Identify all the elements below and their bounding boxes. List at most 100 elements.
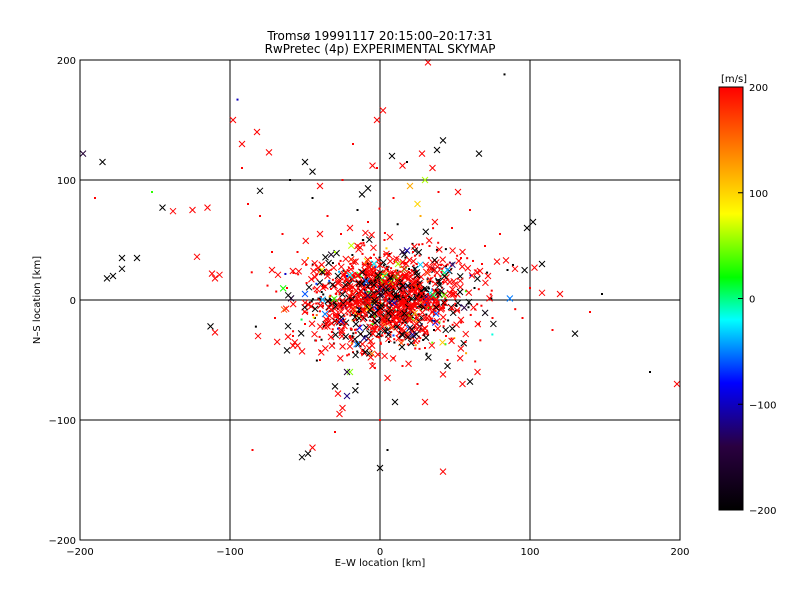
data-point-dot xyxy=(94,197,96,199)
data-point-dot xyxy=(319,359,321,361)
data-point-x xyxy=(316,230,324,238)
data-point-dot xyxy=(416,383,419,385)
data-point-x xyxy=(346,271,354,279)
data-point-dot xyxy=(361,353,363,355)
data-point-x xyxy=(538,289,546,297)
data-point-dot xyxy=(418,254,421,257)
data-point-x xyxy=(339,300,347,307)
data-point-dot xyxy=(460,304,463,307)
data-point-dot xyxy=(395,283,398,286)
data-point-x xyxy=(216,271,223,279)
data-point-x xyxy=(118,265,126,273)
data-point-x xyxy=(371,296,378,304)
data-point-dot xyxy=(383,239,386,241)
data-point-x xyxy=(433,146,441,154)
data-point-x xyxy=(414,295,422,302)
data-point-dot xyxy=(356,209,359,211)
data-point-dot xyxy=(374,280,377,283)
data-point-x xyxy=(367,337,374,345)
data-point-x xyxy=(327,251,335,258)
data-point-dot xyxy=(331,328,334,331)
data-point-dot xyxy=(418,347,421,350)
data-point-dot xyxy=(460,321,463,324)
data-point-x xyxy=(401,310,408,317)
data-point-x xyxy=(325,259,332,267)
data-point-dot xyxy=(327,317,330,320)
data-point-x xyxy=(456,354,464,362)
data-point-x xyxy=(316,182,324,190)
data-point-x xyxy=(410,269,418,277)
data-point-x xyxy=(397,300,405,307)
data-point-dot xyxy=(250,271,253,274)
data-point-x xyxy=(322,253,329,261)
data-point-x xyxy=(425,301,432,308)
data-point-dot xyxy=(341,179,344,181)
colorbar-tick-label: 0 xyxy=(749,295,755,306)
data-point-dot xyxy=(404,324,407,327)
data-point-x xyxy=(395,317,403,325)
data-point-dot xyxy=(424,347,426,349)
y-tick-label: 0 xyxy=(70,296,76,307)
data-point-dot xyxy=(456,254,459,257)
data-point-dot xyxy=(312,316,315,319)
data-point-x xyxy=(422,334,430,342)
data-point-x xyxy=(370,269,378,276)
data-point-dot xyxy=(383,332,386,335)
data-point-x xyxy=(422,228,430,236)
data-point-x xyxy=(389,283,397,291)
data-point-x xyxy=(328,319,336,327)
chart-title: Tromsø 19991117 20:15:00–20:17:31 xyxy=(267,29,493,43)
data-point-dot xyxy=(341,278,344,281)
data-point-dot xyxy=(305,263,308,266)
data-point-x xyxy=(421,176,429,184)
data-point-x xyxy=(284,291,292,299)
data-point-dot xyxy=(418,313,421,316)
data-point-x xyxy=(459,248,466,256)
data-point-x xyxy=(211,329,219,336)
data-point-x xyxy=(450,290,458,298)
data-point-x xyxy=(389,355,397,362)
data-point-x xyxy=(425,237,433,244)
data-point-dot xyxy=(379,419,381,421)
data-point-dot xyxy=(274,317,276,319)
data-point-x xyxy=(298,348,306,355)
data-point-x xyxy=(109,272,117,280)
data-point-x xyxy=(439,137,447,144)
data-point-dot xyxy=(365,274,368,277)
data-point-dot xyxy=(388,341,390,343)
data-point-dot xyxy=(371,267,374,270)
data-point-dot xyxy=(331,278,334,281)
data-point-x xyxy=(364,256,372,263)
data-point-dot xyxy=(315,359,318,362)
data-point-x xyxy=(268,266,276,274)
data-point-x xyxy=(347,265,355,273)
data-point-dot xyxy=(275,290,278,293)
data-point-x xyxy=(352,351,359,359)
data-point-dot xyxy=(433,307,436,310)
data-point-dot xyxy=(343,287,346,290)
data-point-x xyxy=(397,339,405,347)
data-point-dot xyxy=(481,263,483,265)
data-point-dot xyxy=(649,371,651,373)
data-point-x xyxy=(511,265,519,273)
data-point-dot xyxy=(338,293,341,296)
data-point-dot xyxy=(247,203,249,205)
data-point-x xyxy=(368,350,376,358)
data-point-dot xyxy=(432,313,435,316)
data-point-dot xyxy=(393,341,396,344)
data-point-dot xyxy=(315,302,318,305)
data-point-dot xyxy=(392,334,395,337)
data-point-dot xyxy=(284,272,287,275)
data-point-dot xyxy=(480,304,483,307)
x-tick-label: −100 xyxy=(216,547,243,558)
data-point-x xyxy=(444,362,451,370)
data-point-x xyxy=(295,267,303,275)
data-point-x xyxy=(448,325,456,332)
data-point-dot xyxy=(446,263,449,266)
data-point-dot xyxy=(339,323,342,326)
data-point-dot xyxy=(367,262,370,265)
data-point-x xyxy=(349,275,356,283)
data-point-x xyxy=(435,246,443,253)
data-point-dot xyxy=(414,344,417,347)
data-point-dot xyxy=(359,324,362,327)
